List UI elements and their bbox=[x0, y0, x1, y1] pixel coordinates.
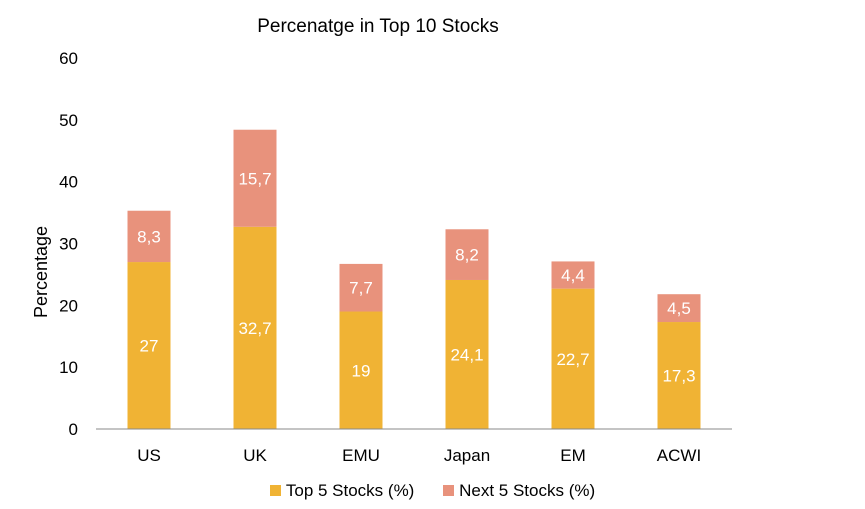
data-label: 15,7 bbox=[238, 169, 271, 188]
legend-item-next5: Next 5 Stocks (%) bbox=[443, 481, 595, 501]
bar-segment-em-next5 bbox=[551, 261, 595, 289]
bar-segment-japan-top5 bbox=[445, 279, 489, 429]
data-label: 19 bbox=[352, 361, 371, 380]
y-tick-label: 40 bbox=[59, 173, 78, 192]
legend-label-next5: Next 5 Stocks (%) bbox=[459, 481, 596, 500]
bar-segment-japan-next5 bbox=[445, 229, 489, 280]
y-tick-label: 60 bbox=[59, 49, 78, 68]
data-label: 24,1 bbox=[450, 345, 483, 364]
data-label: 22,7 bbox=[556, 350, 589, 369]
y-axis-label: Percentage bbox=[31, 226, 51, 318]
y-tick-label: 50 bbox=[59, 111, 78, 130]
bar-segment-uk-next5 bbox=[233, 129, 277, 227]
bars bbox=[127, 129, 701, 429]
bar-segment-us-next5 bbox=[127, 210, 171, 263]
bar-segment-emu-top5 bbox=[339, 311, 383, 429]
x-tick-label: EMU bbox=[342, 446, 380, 465]
data-label: 7,7 bbox=[349, 279, 373, 298]
x-tick-label: UK bbox=[243, 446, 267, 465]
bar-segment-acwi-next5 bbox=[657, 294, 701, 323]
x-axis-ticks: US UK EMU Japan EM ACWI bbox=[137, 446, 701, 465]
y-tick-label: 30 bbox=[59, 235, 78, 254]
x-tick-label: ACWI bbox=[657, 446, 701, 465]
legend-swatch-top5 bbox=[269, 485, 281, 496]
y-axis-ticks: 0 10 20 30 40 50 60 bbox=[59, 49, 78, 439]
data-label: 8,3 bbox=[137, 227, 161, 246]
data-label: 4,5 bbox=[667, 299, 691, 318]
data-label: 32,7 bbox=[238, 319, 271, 338]
legend-swatch-next5 bbox=[443, 485, 455, 496]
bar-segment-em-top5 bbox=[551, 288, 595, 429]
y-tick-label: 10 bbox=[59, 358, 78, 377]
legend-item-top5: Top 5 Stocks (%) bbox=[269, 481, 415, 501]
bar-segment-us-top5 bbox=[127, 262, 171, 429]
data-label: 27 bbox=[140, 337, 159, 356]
data-label: 17,3 bbox=[662, 367, 695, 386]
legend: Top 5 Stocks (%) Next 5 Stocks (%) bbox=[0, 481, 865, 501]
y-tick-label: 20 bbox=[59, 296, 78, 315]
data-label: 4,4 bbox=[561, 266, 585, 285]
y-tick-label: 0 bbox=[69, 420, 78, 439]
x-tick-label: EM bbox=[560, 446, 586, 465]
data-label: 8,2 bbox=[455, 246, 479, 265]
data-labels: 27 8,3 32,7 15,7 19 7,7 24,1 8,2 22,7 4,4 17,3 4,5 bbox=[137, 169, 695, 385]
chart-title: Percenatge in Top 10 Stocks bbox=[257, 16, 499, 37]
bar-segment-emu-next5 bbox=[339, 263, 383, 312]
x-tick-label: Japan bbox=[444, 446, 490, 465]
x-tick-label: US bbox=[137, 446, 161, 465]
legend-label-top5: Top 5 Stocks (%) bbox=[285, 481, 415, 500]
bar-segment-uk-top5 bbox=[233, 226, 277, 429]
bar-segment-acwi-top5 bbox=[657, 322, 701, 429]
